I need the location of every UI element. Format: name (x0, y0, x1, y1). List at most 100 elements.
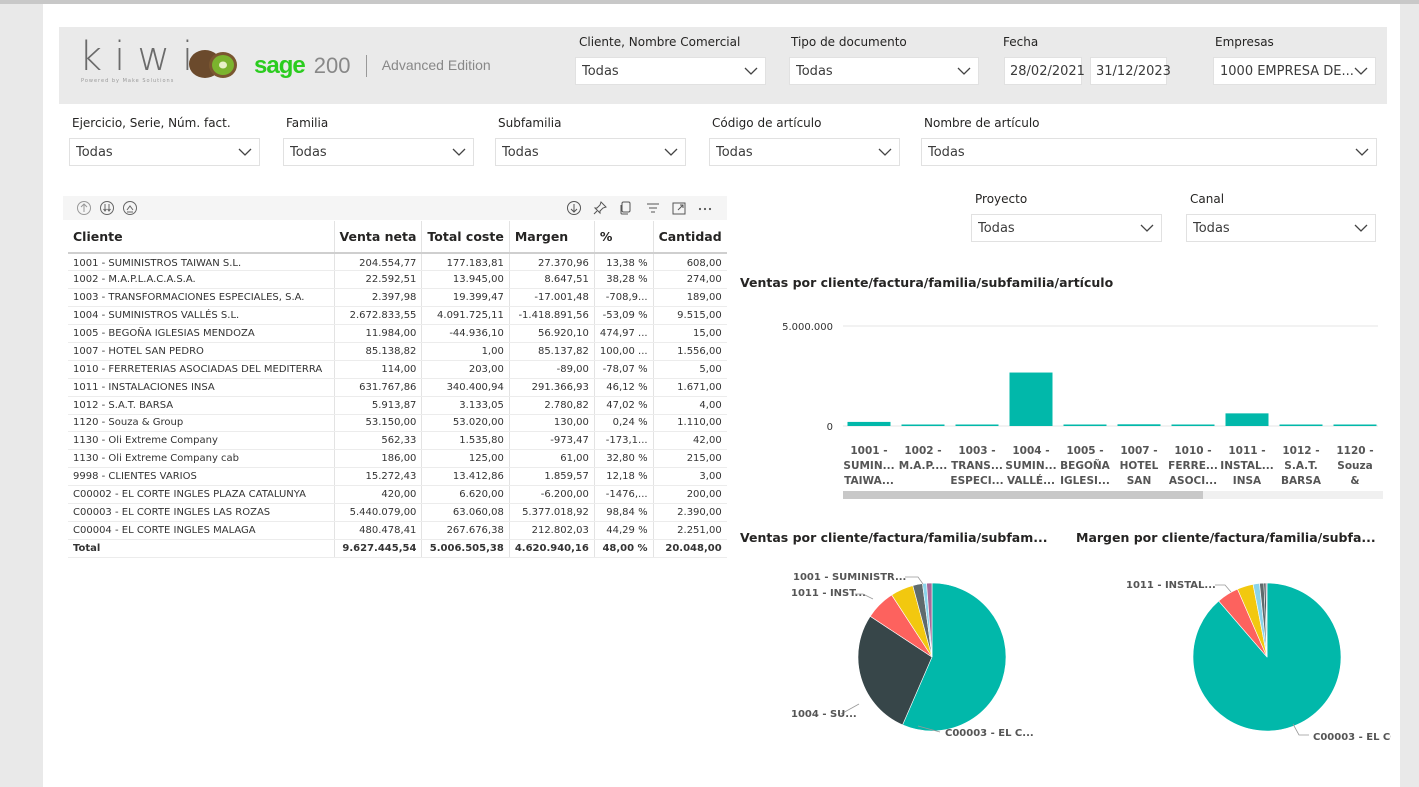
table-cell: 1.110,00 (653, 414, 727, 433)
fecha-to-input[interactable]: 31/12/2023 (1090, 57, 1171, 85)
table-cell: -17.001,48 (509, 288, 595, 308)
table-row[interactable]: C00002 - EL CORTE INGLES PLAZA CATALUNYA… (68, 485, 727, 504)
pie-chart-margen: C00003 - EL CO... 1011 - INSTAL... (1126, 580, 1391, 743)
bar[interactable] (1333, 424, 1377, 427)
go-to-next-level-icon[interactable] (122, 200, 138, 216)
table-row[interactable]: 1001 - SUMINISTROS TAIWAN S.L. 204.554,77… (68, 253, 727, 272)
cliente-value: Todas (582, 64, 619, 79)
table-cell: 212.802,03 (509, 521, 595, 540)
bar[interactable] (1009, 372, 1053, 426)
table-cell: 2.780,82 (509, 396, 595, 415)
empresas-dropdown[interactable]: 1000 EMPRESA DE... (1213, 57, 1376, 85)
table-row[interactable]: C00004 - EL CORTE INGLES MALAGA 480.478,4… (68, 521, 727, 540)
table-cell: 20.048,00 (653, 538, 727, 558)
codigo-dropdown[interactable]: Todas (709, 138, 900, 166)
bar[interactable] (955, 424, 999, 427)
chevron-down-icon (878, 148, 892, 156)
table-cell: 608,00 (653, 253, 727, 272)
col-total-coste[interactable]: Total coste (421, 221, 510, 254)
drill-up-icon[interactable] (76, 200, 92, 216)
bar[interactable] (1063, 424, 1107, 427)
table-row[interactable]: 1003 - TRANSFORMACIONES ESPECIALES, S.A.… (68, 288, 727, 308)
x-tick-label: SUMIN... (843, 460, 894, 472)
bar[interactable] (1171, 424, 1215, 427)
table-cell: 125,00 (421, 449, 510, 469)
table-cell: 5,00 (653, 360, 727, 379)
bar[interactable] (1225, 413, 1269, 426)
bar[interactable] (1117, 424, 1161, 426)
proyecto-dropdown[interactable]: Todas (971, 214, 1162, 242)
x-tick-label: S.A.T. (1284, 460, 1317, 472)
pin-icon[interactable] (592, 200, 608, 216)
col-cliente[interactable]: Cliente (68, 221, 335, 254)
table-cell: 63.060,08 (421, 503, 510, 522)
bar[interactable] (901, 424, 945, 427)
table-cell: 38,28 % (594, 270, 654, 290)
tipo-doc-dropdown[interactable]: Todas (789, 57, 979, 85)
copy-icon[interactable] (618, 200, 634, 216)
table-cell: 85.137,82 (509, 342, 595, 361)
table-row[interactable]: 1010 - FERRETERIAS ASOCIADAS DEL MEDITER… (68, 360, 727, 379)
table-cell: 1007 - HOTEL SAN PEDRO (68, 342, 335, 361)
nombre-dropdown[interactable]: Todas (921, 138, 1377, 166)
slicer-familia-title: Familia (286, 116, 329, 130)
x-tick-label: INSTAL... (1220, 460, 1273, 472)
table-row[interactable]: 1130 - Oli Extreme Company cab 186,00 125,… (68, 449, 727, 469)
scrollbar-thumb[interactable] (843, 491, 1203, 499)
table-cell: 1012 - S.A.T. BARSA (68, 396, 335, 415)
more-options-icon[interactable] (697, 200, 713, 216)
pie-label: C00003 - EL C... (945, 728, 1034, 739)
pie-label: 1011 - INSTAL... (1126, 580, 1216, 591)
chevron-down-icon (1355, 148, 1369, 156)
col-percent[interactable]: % (594, 221, 654, 254)
table-row[interactable]: 1002 - M.A.P.L.A.C.A.S.A. 22.592,51 13.945… (68, 270, 727, 290)
table-row[interactable]: 1005 - BEGOÑA IGLESIAS MENDOZA 11.984,00-… (68, 324, 727, 343)
table-cell: 562,33 (334, 431, 423, 451)
subfamilia-dropdown[interactable]: Todas (495, 138, 686, 166)
table-row[interactable]: 1130 - Oli Extreme Company 562,33 1.535,80… (68, 431, 727, 451)
table-cell: 1.859,57 (509, 467, 595, 487)
table-cell: 53.150,00 (334, 414, 423, 433)
table-header-row: Cliente Venta neta Total coste Margen % … (68, 221, 727, 254)
col-cantidad[interactable]: Cantidad (653, 221, 727, 254)
bar[interactable] (847, 421, 891, 426)
col-venta-neta[interactable]: Venta neta (334, 221, 423, 254)
bar[interactable] (1279, 424, 1323, 427)
subfamilia-value: Todas (502, 145, 539, 160)
canal-dropdown[interactable]: Todas (1186, 214, 1376, 242)
table-row[interactable]: 1004 - SUMINISTROS VALLÉS S.L. 2.672.833,… (68, 306, 727, 326)
chevron-down-icon (1140, 224, 1154, 232)
table-cell: 4.620.940,16 (509, 538, 595, 558)
table-row[interactable]: 1007 - HOTEL SAN PEDRO 85.138,82 1,00 85.13… (68, 342, 727, 361)
x-tick-label: VALLÉ... (1007, 474, 1055, 487)
table-row[interactable]: C00003 - EL CORTE INGLES LAS ROZAS 5.440.… (68, 503, 727, 522)
table-cell: 8.647,51 (509, 270, 595, 290)
fecha-from-input[interactable]: 28/02/2021 (1004, 57, 1085, 85)
table-cell: 0,24 % (594, 414, 654, 433)
x-tick-label: 1011 - (1228, 445, 1265, 457)
table-row[interactable]: 1012 - S.A.T. BARSA 5.913,87 3.133,05 2.780… (68, 396, 727, 415)
pie-slice[interactable] (926, 582, 933, 658)
pie-slice[interactable] (857, 615, 933, 726)
focus-mode-icon[interactable] (671, 200, 687, 216)
table-cell: 203,00 (421, 360, 510, 379)
filter-icon[interactable] (645, 200, 661, 216)
expand-all-down-icon[interactable] (99, 200, 115, 216)
x-tick-label: ESPECI... (950, 475, 1003, 487)
visual-toolbar (63, 196, 727, 220)
table-row[interactable]: 9998 - CLIENTES VARIOS 15.272,43 13.412,86… (68, 467, 727, 487)
ejercicio-dropdown[interactable]: Todas (69, 138, 260, 166)
table-row[interactable]: 1011 - INSTALACIONES INSA 631.767,86 340.4… (68, 378, 727, 397)
cliente-dropdown[interactable]: Todas (575, 57, 766, 85)
table-cell: 204.554,77 (334, 253, 423, 272)
table-total-row[interactable]: Total 9.627.445,54 5.006.505,38 4.620.940,1… (68, 538, 727, 558)
drill-down-icon[interactable] (566, 200, 582, 216)
chevron-down-icon (957, 67, 971, 75)
table-row[interactable]: 1120 - Souza & Group 53.150,00 53.020,00 13… (68, 414, 727, 433)
col-margen[interactable]: Margen (509, 221, 595, 254)
pie-slice[interactable] (1265, 582, 1268, 658)
sage-divider (365, 55, 367, 77)
x-tick-label: SAN (1127, 475, 1151, 487)
table-cell: 15,00 (653, 324, 727, 343)
familia-dropdown[interactable]: Todas (283, 138, 474, 166)
